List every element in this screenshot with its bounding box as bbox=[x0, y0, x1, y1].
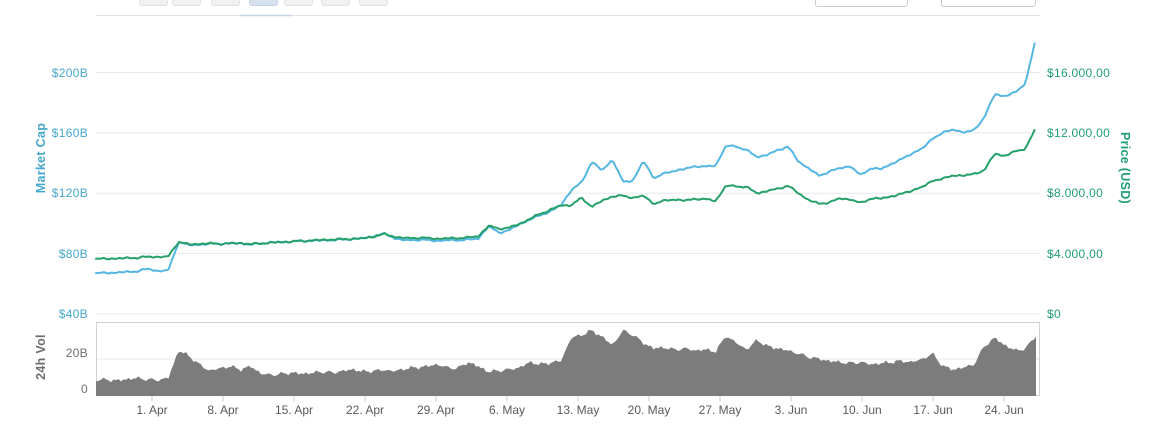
x-axis-tick-label: 13. May bbox=[556, 403, 600, 417]
x-axis-tick-label: 3. Jun bbox=[774, 403, 808, 417]
right-axis-tick-label: $8.000,00 bbox=[1047, 186, 1104, 201]
x-axis-tick-label: 22. Apr bbox=[345, 403, 385, 417]
right-axis-tick-label: $16.000,00 bbox=[1047, 65, 1111, 80]
right-axis-tick-label: $4.000,00 bbox=[1047, 246, 1104, 261]
left-axis-tick-label: $160B bbox=[51, 125, 88, 140]
left-axis-tick-label: $200B bbox=[51, 65, 88, 80]
x-axis-tick-label: 29. Apr bbox=[416, 403, 456, 417]
x-axis-tick-label: 8. Apr bbox=[207, 403, 239, 417]
time-range-button-6[interactable] bbox=[321, 0, 350, 6]
date-from-input[interactable] bbox=[815, 0, 908, 7]
volume-axis-tick-label: 20B bbox=[65, 346, 88, 360]
right-axis-tick-label: $0 bbox=[1047, 307, 1061, 321]
x-axis-tick-label: 27. May bbox=[698, 403, 742, 417]
chart-plot-area[interactable] bbox=[96, 15, 1040, 396]
time-range-button-1[interactable] bbox=[139, 0, 168, 6]
left-axis-title: Market Cap bbox=[34, 122, 48, 194]
x-axis-tick-label: 24. Jun bbox=[984, 403, 1024, 417]
left-axis-tick-label: $120B bbox=[51, 186, 88, 201]
date-to-input[interactable] bbox=[941, 0, 1036, 7]
time-range-button-4[interactable] bbox=[249, 0, 278, 6]
x-axis-tick-label: 10. Jun bbox=[842, 403, 882, 417]
time-range-button-2[interactable] bbox=[172, 0, 201, 6]
volume-axis-tick-label: 0 bbox=[81, 382, 88, 396]
x-axis-tick-label: 6. May bbox=[488, 403, 525, 417]
x-axis-tick-label: 17. Jun bbox=[913, 403, 953, 417]
time-range-button-7[interactable] bbox=[359, 0, 388, 6]
time-range-button-5[interactable] bbox=[284, 0, 313, 6]
x-axis-tick-label: 15. Apr bbox=[274, 403, 314, 417]
time-range-button-3[interactable] bbox=[211, 0, 240, 6]
right-axis-title: Price (USD) bbox=[1118, 131, 1132, 205]
left-axis-tick-label: $80B bbox=[58, 246, 88, 261]
x-axis-tick-label: 20. May bbox=[627, 403, 671, 417]
left-axis-tick-label: $40B bbox=[58, 307, 88, 321]
right-axis-tick-label: $12.000,00 bbox=[1047, 125, 1111, 140]
x-axis-tick-label: 1. Apr bbox=[136, 403, 168, 417]
